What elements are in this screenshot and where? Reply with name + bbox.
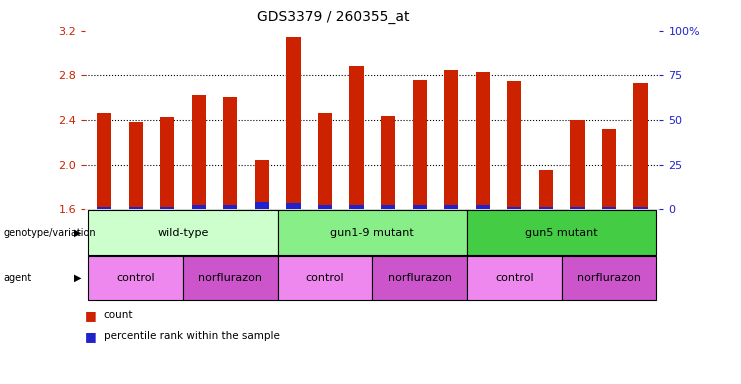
Bar	[381, 116, 395, 209]
Text: agent: agent	[4, 273, 32, 283]
Bar	[129, 207, 143, 209]
Text: control: control	[495, 273, 534, 283]
Bar	[476, 72, 490, 209]
Bar	[129, 122, 143, 209]
Bar	[192, 96, 206, 209]
Bar	[602, 129, 616, 209]
Bar	[413, 80, 427, 209]
Bar	[413, 205, 427, 209]
Bar	[476, 205, 490, 209]
Text: norflurazon: norflurazon	[388, 273, 452, 283]
Text: control: control	[116, 273, 155, 283]
Bar	[255, 202, 269, 209]
Bar	[318, 113, 332, 209]
Bar	[160, 117, 174, 209]
Text: GDS3379 / 260355_at: GDS3379 / 260355_at	[257, 10, 410, 23]
Text: wild-type: wild-type	[157, 227, 209, 238]
Text: norflurazon: norflurazon	[199, 273, 262, 283]
Text: norflurazon: norflurazon	[577, 273, 641, 283]
Bar	[444, 70, 459, 209]
Text: gun1-9 mutant: gun1-9 mutant	[330, 227, 414, 238]
Bar	[508, 207, 522, 209]
Bar	[634, 83, 648, 209]
Bar	[223, 205, 237, 209]
Bar	[634, 207, 648, 209]
Text: genotype/variation: genotype/variation	[4, 227, 96, 238]
Bar	[350, 205, 364, 209]
Bar	[539, 207, 553, 209]
Bar	[286, 37, 301, 209]
Bar	[318, 205, 332, 209]
Bar	[192, 205, 206, 209]
Text: percentile rank within the sample: percentile rank within the sample	[104, 331, 279, 341]
Bar	[381, 205, 395, 209]
Bar	[160, 207, 174, 209]
Bar	[223, 96, 237, 209]
Text: ■: ■	[85, 309, 97, 322]
Bar	[571, 207, 585, 209]
Bar	[602, 207, 616, 209]
Text: count: count	[104, 310, 133, 320]
Bar	[508, 81, 522, 209]
Bar	[97, 207, 111, 209]
Bar	[571, 120, 585, 209]
Bar	[350, 66, 364, 209]
Bar	[255, 160, 269, 209]
Bar	[286, 203, 301, 209]
Text: ▶: ▶	[74, 273, 82, 283]
Bar	[539, 170, 553, 209]
Text: ■: ■	[85, 330, 97, 343]
Bar	[97, 113, 111, 209]
Text: gun5 mutant: gun5 mutant	[525, 227, 598, 238]
Bar	[444, 205, 459, 209]
Text: control: control	[306, 273, 345, 283]
Text: ▶: ▶	[74, 227, 82, 238]
